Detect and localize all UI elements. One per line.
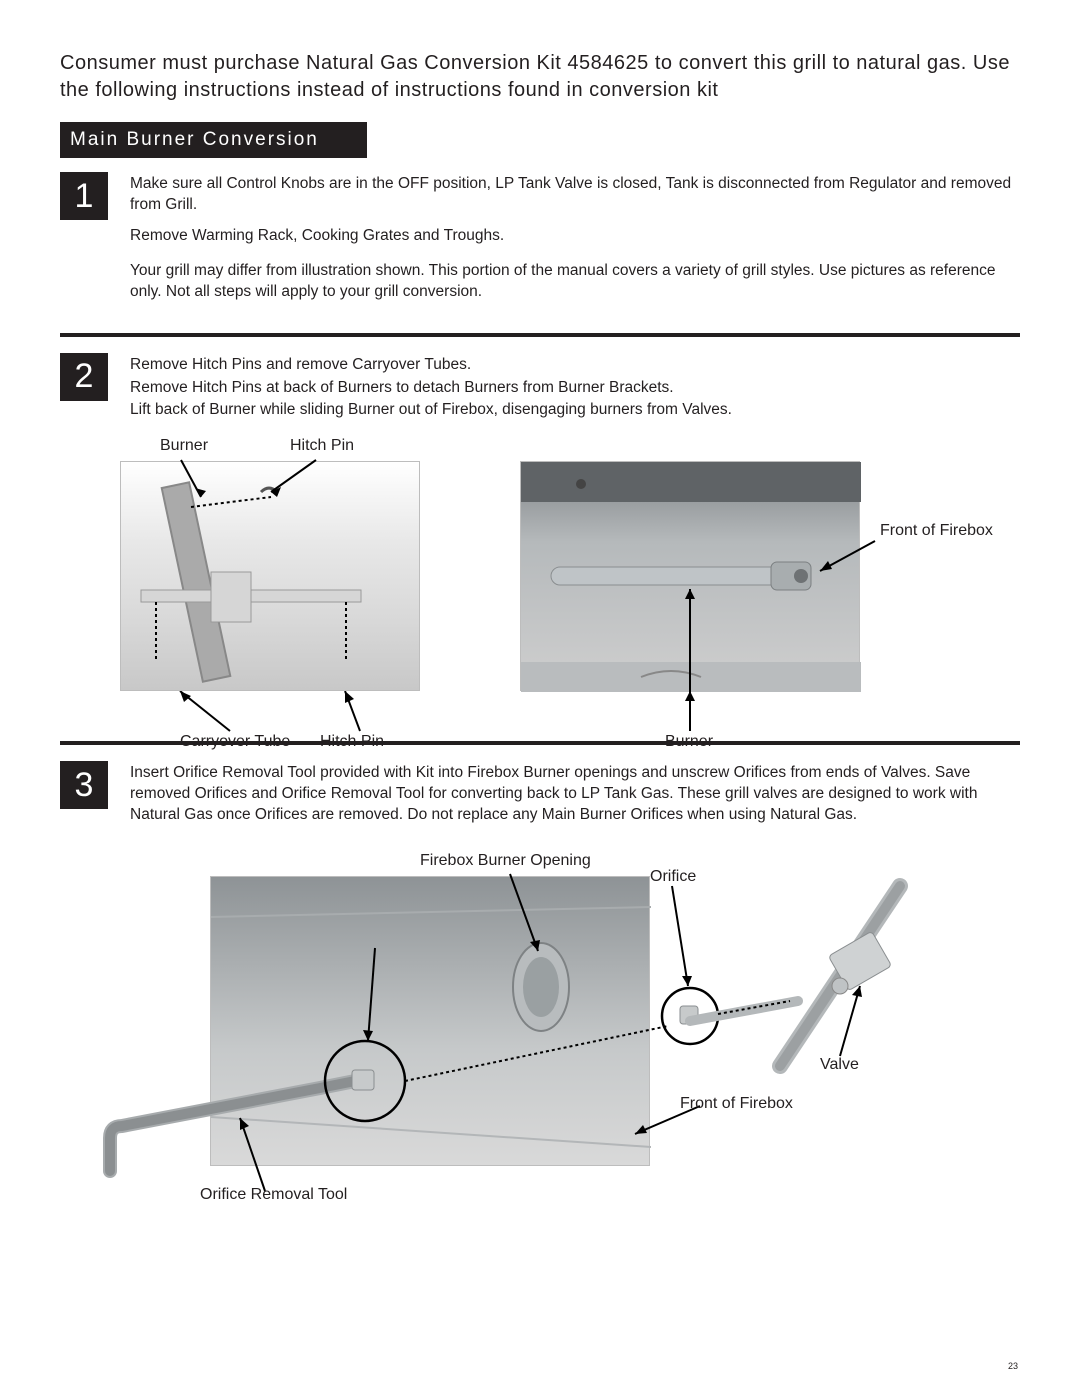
label-text: Front of Firebox [680, 1095, 793, 1112]
figure-right: Front of Firebox Burner [520, 461, 940, 691]
step2-p2: Remove Hitch Pins at back of Burners to … [130, 378, 1020, 399]
step-3: 3 Insert Orifice Removal Tool provided w… [60, 761, 1020, 836]
label-text: Front of Firebox [880, 522, 993, 539]
label-orifice-tool: Orifice Removal Tool [200, 1186, 347, 1204]
label-burner: Burner [160, 437, 208, 455]
step1-p1: Make sure all Control Knobs are in the O… [130, 174, 1020, 216]
label-valve: Valve [820, 1056, 859, 1074]
step3-figure: Firebox Burner Opening Orifice Orifice [90, 856, 1010, 1206]
step-number: 2 [60, 353, 108, 401]
intro-text: Consumer must purchase Natural Gas Conve… [60, 50, 1020, 104]
page-number: 23 [1008, 1361, 1018, 1371]
step-number: 1 [60, 172, 108, 220]
step3-p1: Insert Orifice Removal Tool provided wit… [130, 763, 1020, 826]
label-hitch-pin-top: Hitch Pin [290, 437, 354, 455]
step-body: Make sure all Control Knobs are in the O… [130, 172, 1020, 313]
label-carryover-tube: Carryover Tube [180, 733, 290, 751]
divider [60, 333, 1020, 337]
step-1: 1 Make sure all Control Knobs are in the… [60, 172, 1020, 313]
step-2: 2 Remove Hitch Pins and remove Carryover… [60, 353, 1020, 432]
step-number: 3 [60, 761, 108, 809]
label-front-firebox: Front of Firebox [880, 521, 993, 540]
step2-p3: Lift back of Burner while sliding Burner… [130, 400, 1020, 421]
step1-p3: Your grill may differ from illustration … [130, 261, 1020, 303]
label-hitch-pin-bottom: Hitch Pin [320, 733, 384, 751]
figure-left: Burner Hitch Pin [120, 461, 460, 691]
label-burner-right: Burner [665, 733, 713, 751]
step-body: Insert Orifice Removal Tool provided wit… [130, 761, 1020, 836]
label-front-firebox-2: Front of Firebox [680, 1094, 793, 1113]
step2-figures: Burner Hitch Pin [120, 461, 1020, 691]
step-body: Remove Hitch Pins and remove Carryover T… [130, 353, 1020, 432]
step1-p2: Remove Warming Rack, Cooking Grates and … [130, 226, 1020, 247]
section-header: Main Burner Conversion [60, 122, 367, 158]
step2-p1: Remove Hitch Pins and remove Carryover T… [130, 355, 1020, 376]
illustration-burner-hitch [120, 461, 420, 691]
